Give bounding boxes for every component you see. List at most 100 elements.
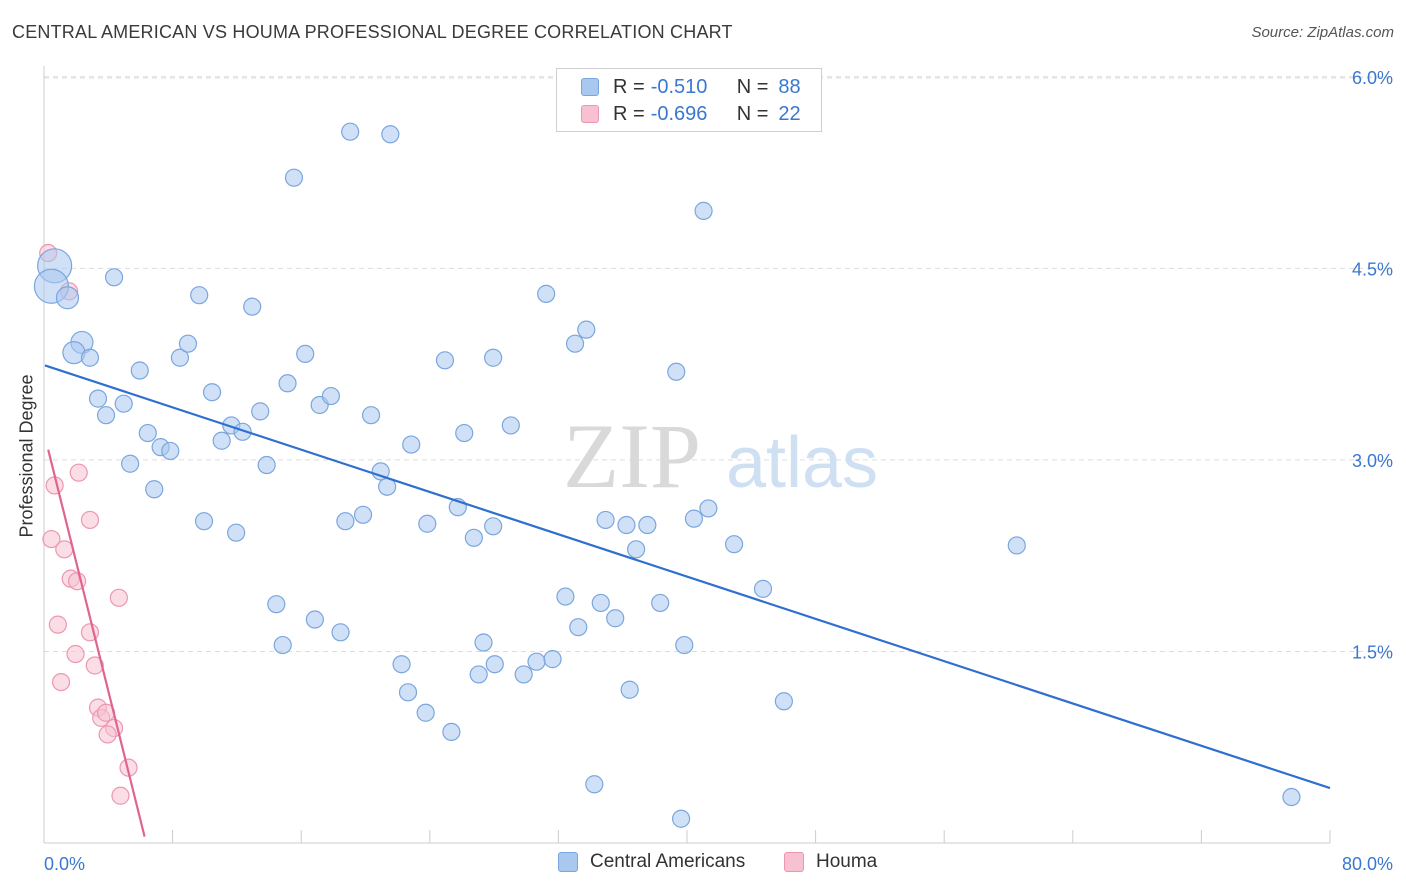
- central-american-point: [474, 633, 493, 652]
- series-central-americans: [33, 122, 1301, 828]
- central-american-point: [194, 512, 214, 531]
- watermark: ZIP atlas: [563, 405, 878, 507]
- central-american-point: [273, 635, 292, 655]
- central-american-point: [398, 683, 418, 702]
- legend-item-houma: Houma: [784, 851, 877, 873]
- watermark-atlas: atlas: [726, 423, 878, 503]
- central-american-point: [626, 540, 646, 559]
- central-american-point: [227, 523, 246, 542]
- y-tick-label: 1.5%: [1352, 642, 1393, 662]
- legend-swatch-blue: [581, 78, 599, 96]
- central-american-point: [416, 703, 435, 722]
- central-american-trend-line: [44, 364, 1331, 790]
- houma-point: [66, 644, 85, 664]
- central-american-point: [435, 351, 455, 370]
- central-american-point: [514, 665, 533, 684]
- axes: [43, 66, 1331, 844]
- central-american-point: [243, 297, 262, 316]
- central-american-point: [392, 655, 411, 674]
- x-tick-label: 80.0%: [1342, 854, 1393, 874]
- central-american-point: [278, 374, 297, 393]
- central-american-point: [620, 680, 639, 699]
- central-american-point: [296, 344, 315, 364]
- legend-row-houma: R = -0.696 N = 22: [581, 101, 801, 127]
- houma-point: [55, 540, 74, 559]
- central-american-point: [484, 348, 503, 367]
- central-american-point: [501, 416, 520, 435]
- houma-point: [42, 529, 61, 549]
- central-american-point: [1282, 787, 1301, 807]
- y-tick-label: 6.0%: [1352, 68, 1393, 88]
- central-american-point: [170, 348, 190, 367]
- legend-item-central-americans: Central Americans: [558, 851, 745, 873]
- central-american-point: [161, 441, 180, 461]
- central-american-point: [305, 610, 324, 629]
- central-american-point: [469, 665, 488, 684]
- central-american-point: [284, 168, 304, 187]
- legend-swatch-pink: [784, 852, 804, 872]
- houma-trend-line: [47, 449, 146, 837]
- watermark-zip: ZIP: [563, 405, 701, 507]
- grid-lines: [44, 76, 1394, 652]
- houma-point: [51, 672, 71, 692]
- source-label: Source: ZipAtlas.com: [1251, 24, 1394, 41]
- legend-r-label: R =: [613, 102, 645, 125]
- central-american-point: [684, 509, 704, 528]
- central-american-point: [1007, 536, 1026, 555]
- central-american-point: [145, 480, 164, 499]
- central-american-point: [638, 515, 657, 535]
- chart-title: CENTRAL AMERICAN VS HOUMA PROFESSIONAL D…: [12, 22, 733, 42]
- central-american-point: [724, 535, 744, 554]
- houma-point: [48, 615, 67, 634]
- central-american-point: [671, 809, 691, 828]
- houma-point: [69, 463, 88, 482]
- central-american-point: [675, 635, 694, 655]
- central-american-point: [114, 394, 133, 413]
- central-american-point: [694, 201, 713, 220]
- central-american-point: [418, 514, 437, 533]
- central-american-point: [774, 692, 793, 711]
- trend-lines: [44, 364, 1331, 837]
- central-american-point: [617, 515, 636, 535]
- central-american-point: [361, 406, 381, 425]
- legend-n-value: 88: [778, 75, 801, 98]
- central-american-point: [178, 334, 198, 353]
- central-american-point: [267, 595, 286, 614]
- legend-label: Central Americans: [590, 851, 746, 872]
- central-american-point: [651, 593, 670, 613]
- central-american-point: [80, 348, 100, 367]
- central-american-point: [251, 402, 270, 421]
- central-american-point: [233, 422, 252, 441]
- central-american-point: [606, 609, 625, 628]
- central-american-point: [331, 623, 350, 642]
- central-american-point: [104, 268, 124, 287]
- central-american-point: [565, 334, 585, 353]
- central-american-point: [699, 499, 718, 518]
- legend-label: Houma: [816, 851, 878, 872]
- central-american-point: [596, 510, 615, 530]
- central-american-point: [88, 389, 108, 408]
- central-american-point: [336, 512, 355, 531]
- legend-swatch-blue: [558, 852, 578, 872]
- central-american-point: [543, 650, 562, 669]
- x-tick-label: 0.0%: [44, 854, 85, 874]
- central-american-point: [381, 125, 400, 144]
- correlation-legend: R = -0.510 N = 88 R = -0.696 N = 22: [556, 68, 822, 132]
- central-american-point: [753, 579, 773, 598]
- central-american-point: [371, 462, 390, 481]
- central-american-point: [527, 652, 546, 671]
- legend-r-label: R =: [613, 75, 645, 98]
- legend-r-value: -0.696: [650, 102, 708, 125]
- legend-r-value: -0.510: [650, 75, 708, 98]
- houma-point: [85, 656, 104, 675]
- legend-n-label: N =: [736, 75, 769, 98]
- central-american-point: [577, 320, 596, 339]
- legend-row-central-americans: R = -0.510 N = 88: [581, 74, 801, 100]
- central-american-point: [442, 722, 461, 742]
- central-american-point: [121, 454, 140, 473]
- houma-point: [109, 588, 128, 607]
- houma-point: [98, 725, 117, 744]
- central-american-point: [138, 423, 157, 443]
- central-american-point: [464, 528, 483, 547]
- houma-point: [111, 786, 130, 805]
